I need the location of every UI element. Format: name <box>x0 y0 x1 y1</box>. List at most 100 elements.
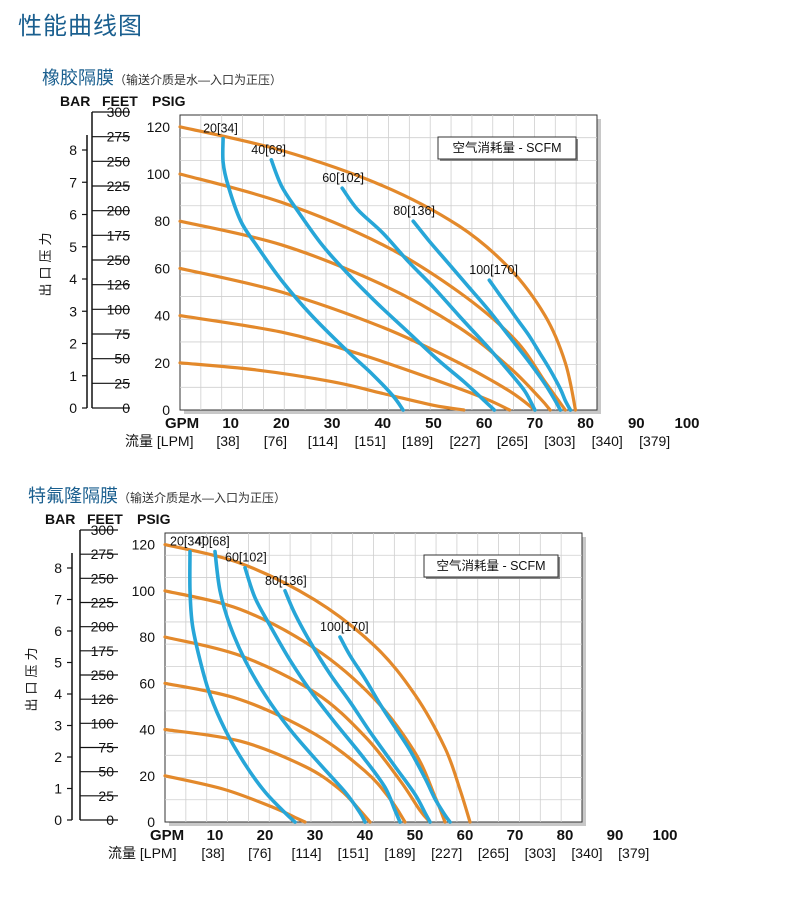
psig-tick-label: 100 <box>147 166 171 182</box>
chart-1-svg: BAR FEET PSIG02040608010012002550751001262… <box>38 93 700 449</box>
bar-tick-label: 4 <box>54 686 62 702</box>
y-header-bar: BAR <box>45 511 75 527</box>
feet-tick-label: 50 <box>114 351 130 367</box>
air-curve-label: 20[34] <box>203 122 238 136</box>
feet-tick-label: 25 <box>98 788 114 804</box>
feet-tick-label: 250 <box>107 252 131 268</box>
psig-tick-label: 0 <box>147 814 155 830</box>
y-axis-label: 出口压力 <box>24 643 39 711</box>
bar-tick-label: 1 <box>54 781 62 797</box>
x-tick-label: 50 <box>425 415 442 432</box>
y-axis-label: 出口压力 <box>38 228 53 296</box>
x-tick-label: 40 <box>357 827 374 844</box>
bar-tick-label: 2 <box>69 336 77 352</box>
lpm-tick-label: [114] <box>308 433 338 449</box>
x-tick-label: 10 <box>207 827 224 844</box>
air-curve <box>213 549 367 824</box>
x-unit-lpm: 流量 [LPM] <box>125 433 193 449</box>
pressure-curve <box>163 635 432 824</box>
x-tick-label: 40 <box>374 415 391 432</box>
psig-tick-label: 40 <box>154 308 170 324</box>
x-tick-label: 80 <box>557 827 574 844</box>
feet-tick-label: 25 <box>114 375 130 391</box>
feet-tick-label: 175 <box>107 227 131 243</box>
air-curve-label: 60[102] <box>322 171 364 185</box>
x-tick-label: 60 <box>457 827 474 844</box>
x-tick-label: 20 <box>257 827 274 844</box>
x-tick-label: 30 <box>307 827 324 844</box>
lpm-tick-label: [151] <box>338 845 369 861</box>
feet-tick-label: 75 <box>98 740 114 756</box>
x-tick-label: 70 <box>507 827 524 844</box>
psig-tick-label: 80 <box>154 213 170 229</box>
x-unit-gpm: GPM <box>165 415 199 432</box>
bar-tick-label: 0 <box>69 400 77 416</box>
feet-tick-label: 250 <box>107 153 131 169</box>
air-curve-label: 100[170] <box>320 620 369 634</box>
air-curve <box>220 136 405 412</box>
feet-tick-label: 0 <box>122 400 130 416</box>
bar-tick-label: 1 <box>69 368 77 384</box>
feet-tick-label: 0 <box>106 812 114 828</box>
x-tick-label: 50 <box>407 827 424 844</box>
x-tick-label: 30 <box>324 415 341 432</box>
feet-tick-label: 275 <box>107 129 131 145</box>
bar-tick-label: 3 <box>54 718 62 734</box>
air-curve-label: 40[68] <box>251 143 286 157</box>
legend-text: 空气消耗量 - SCFM <box>436 558 545 573</box>
chart-1-note: （输送介质是水—入口为正压） <box>114 73 283 87</box>
air-curve-label: 40[68] <box>195 534 230 548</box>
bar-tick-label: 8 <box>54 560 62 576</box>
air-curve <box>338 635 452 824</box>
bar-tick-label: 6 <box>54 623 62 639</box>
lpm-tick-label: [151] <box>355 433 386 449</box>
x-tick-label: 90 <box>607 827 624 844</box>
bar-tick-label: 5 <box>69 239 77 255</box>
lpm-tick-label: [76] <box>248 845 271 861</box>
bar-tick-label: 4 <box>69 271 77 287</box>
lpm-tick-label: [265] <box>497 433 528 449</box>
lpm-tick-label: [189] <box>402 433 433 449</box>
feet-tick-label: 250 <box>91 667 115 683</box>
air-curve-label: 60[102] <box>225 551 267 565</box>
chart-2-note: （输送介质是水—入口为正压） <box>118 491 287 505</box>
feet-tick-label: 300 <box>107 104 131 120</box>
psig-tick-label: 60 <box>154 260 170 276</box>
lpm-tick-label: [265] <box>478 845 509 861</box>
lpm-tick-label: [227] <box>431 845 462 861</box>
bar-tick-label: 3 <box>69 303 77 319</box>
feet-tick-label: 100 <box>107 301 131 317</box>
x-tick-label: 90 <box>628 415 645 432</box>
bar-tick-label: 6 <box>69 207 77 223</box>
bar-tick-label: 2 <box>54 749 62 765</box>
pressure-curve <box>178 361 466 412</box>
air-curve <box>243 565 402 824</box>
psig-tick-label: 20 <box>139 768 155 784</box>
y-header-feet: FEET <box>102 93 138 109</box>
x-tick-label: 80 <box>577 415 594 432</box>
lpm-tick-label: [38] <box>201 845 224 861</box>
feet-tick-label: 225 <box>91 595 115 611</box>
chart-2-title-text: 特氟隆隔膜 <box>28 486 118 506</box>
x-tick-label: 100 <box>652 827 677 844</box>
legend-box <box>437 136 577 160</box>
psig-tick-label: 20 <box>154 355 170 371</box>
legend-box <box>423 554 559 578</box>
air-curve <box>487 278 573 412</box>
pressure-curve <box>163 543 472 824</box>
chart-2-svg: BAR FEET PSIG02040608010012002550751001262… <box>24 511 678 861</box>
feet-tick-label: 200 <box>107 203 131 219</box>
lpm-tick-label: [303] <box>544 433 575 449</box>
air-curve <box>411 219 563 412</box>
pressure-curve <box>178 219 552 412</box>
lpm-tick-label: [76] <box>264 433 287 449</box>
bar-tick-label: 7 <box>54 592 62 608</box>
pressure-curve <box>163 774 307 824</box>
psig-tick-label: 40 <box>139 722 155 738</box>
x-tick-label: 10 <box>222 415 239 432</box>
pressure-curve <box>178 266 537 412</box>
chart-1-title-text: 橡胶隔膜 <box>42 68 114 88</box>
bar-tick-label: 8 <box>69 142 77 158</box>
lpm-tick-label: [340] <box>592 433 623 449</box>
y-header-bar: BAR <box>60 93 90 109</box>
